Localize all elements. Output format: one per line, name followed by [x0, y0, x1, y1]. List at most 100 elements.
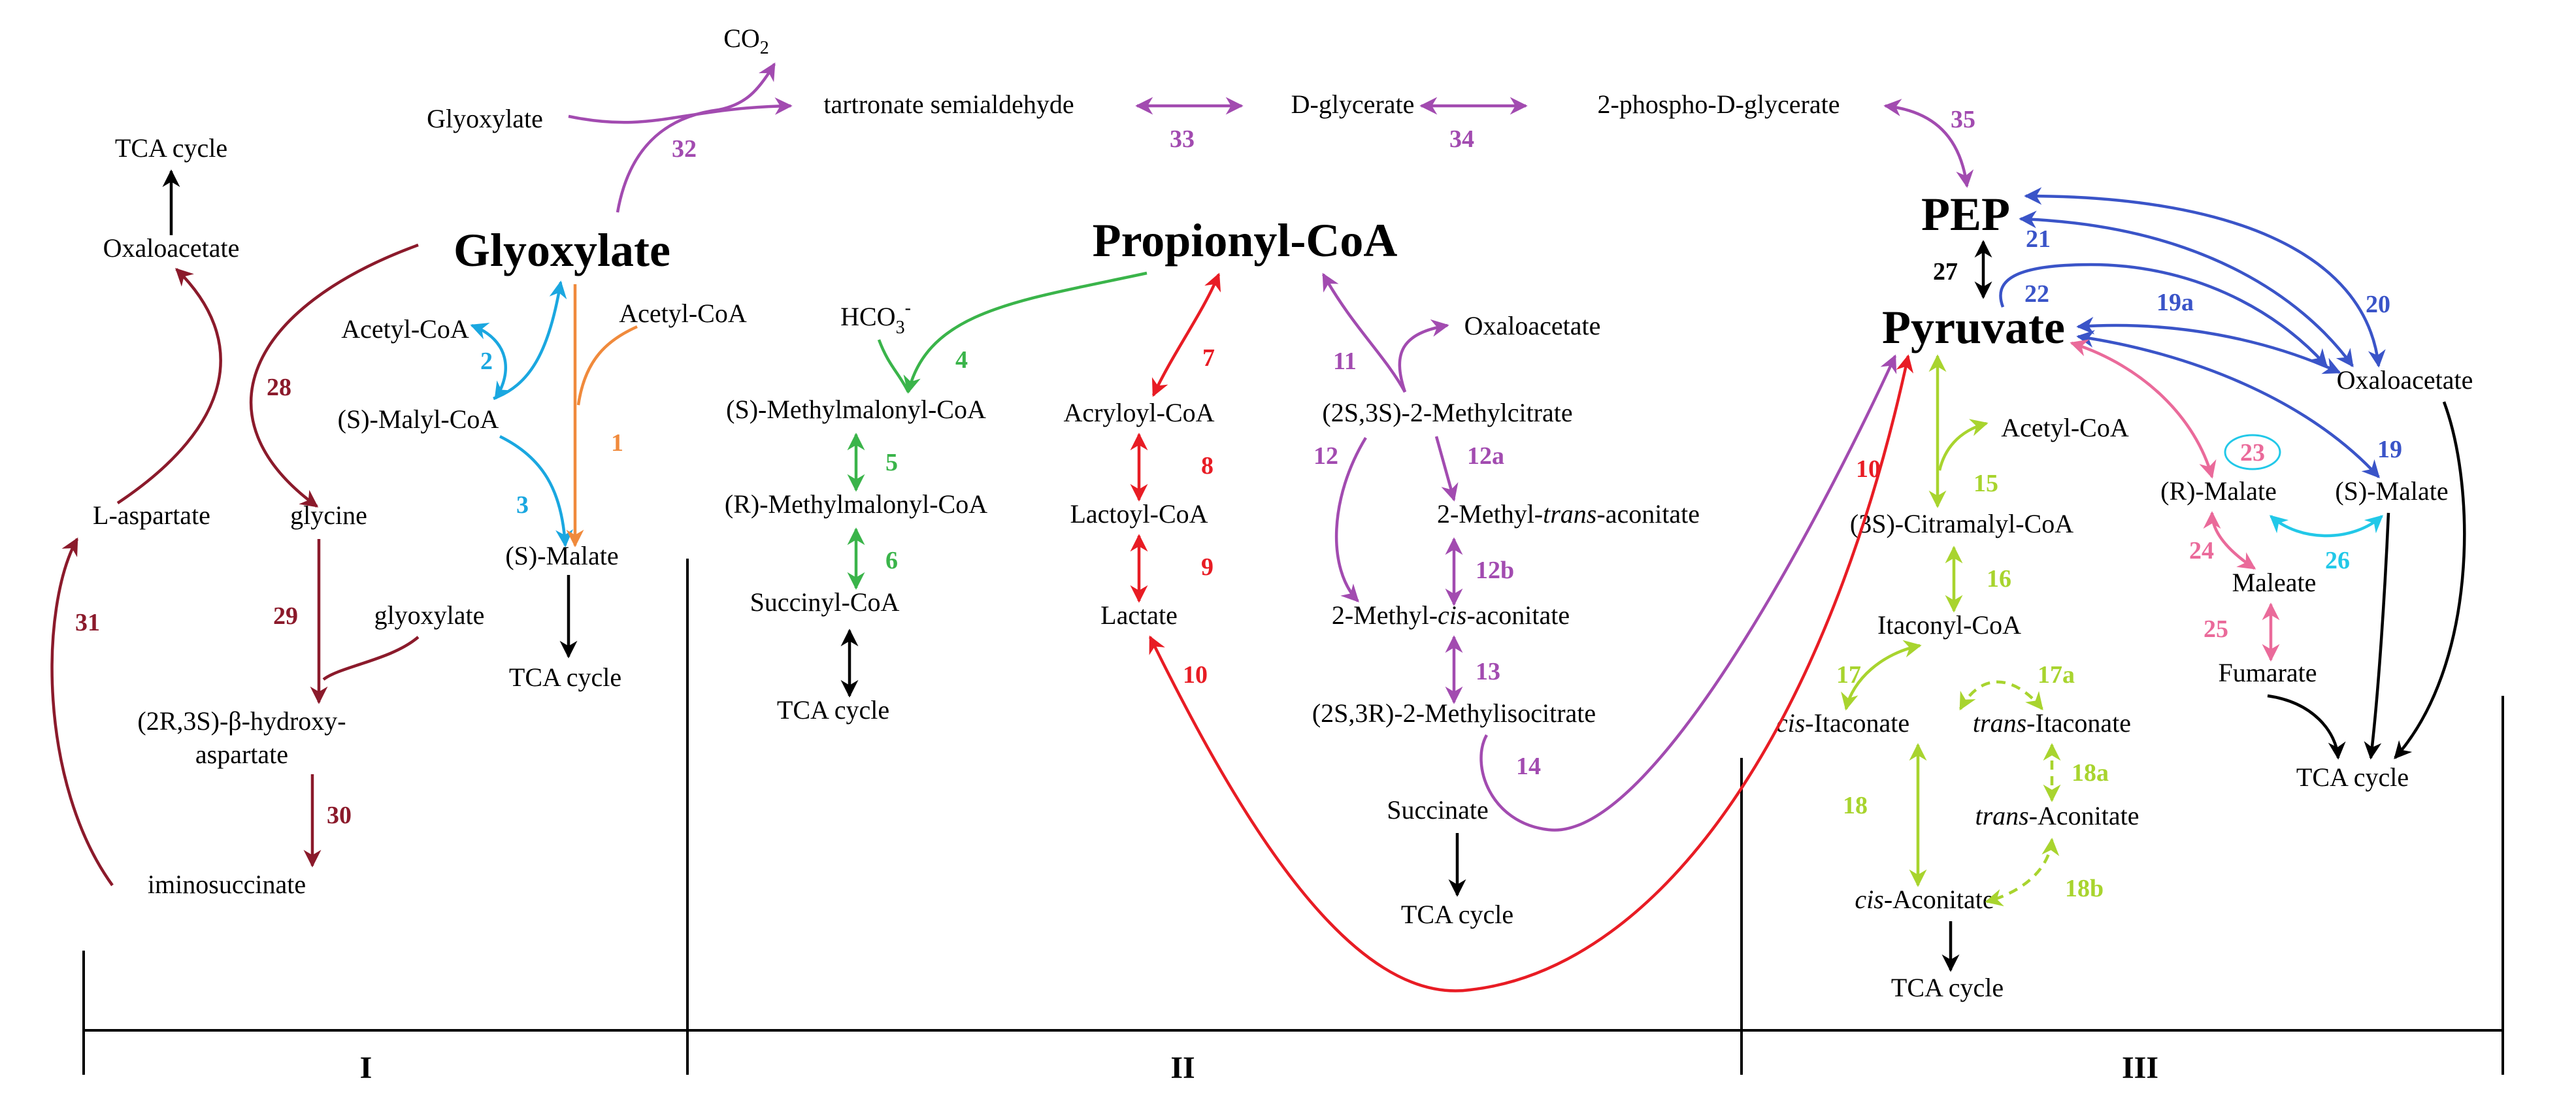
arrow-15-acetyl [1938, 419, 1989, 471]
arrow-26 [2269, 515, 2384, 538]
reaction-23-circle [2224, 434, 2281, 470]
metabolite-tca-cycle-1: TCA cycle [115, 133, 227, 163]
arrow-23 [2070, 339, 2217, 479]
arrow-31 [50, 537, 114, 887]
arrows-red [1130, 272, 1914, 992]
reaction-33: 33 [1170, 125, 1195, 153]
reaction-30: 30 [327, 802, 352, 829]
hub-glyoxylate: Glyoxylate [454, 224, 670, 276]
metabolite-cis-itaconate: cis-Itaconate [1776, 708, 1909, 738]
metabolite-glyoxylate-top: Glyoxylate [427, 104, 543, 133]
reaction-3: 3 [516, 491, 529, 519]
reaction-26: 26 [2325, 547, 2350, 574]
reaction-9: 9 [1201, 553, 1214, 581]
arrow-20 [2024, 187, 2386, 368]
section-frame [82, 559, 2504, 1075]
reaction-1: 1 [611, 429, 623, 457]
metabolite-r-malate: (R)-Malate [2160, 476, 2277, 506]
reaction-10-right: 10 [1856, 455, 1881, 483]
arrow-17a [1959, 680, 2043, 711]
metabolite-iminosuccinate: iminosuccinate [148, 870, 306, 899]
metabolite-methylcitrate: (2S,3S)-2-Methylcitrate [1322, 398, 1572, 427]
metabolite-oxaloacetate-1: Oxaloacetate [103, 233, 240, 263]
arrows-lime [1841, 354, 2061, 907]
metabolite-hydroxyaspartate-line-2: aspartate [195, 740, 288, 769]
reaction-34: 34 [1449, 125, 1474, 153]
reaction-35: 35 [1951, 106, 1975, 133]
arrow-19 [2076, 330, 2380, 478]
reaction-4: 4 [955, 346, 968, 374]
arrow-19a [2076, 316, 2341, 374]
metabolite-methyl-cis-aconitate: 2-Methyl-cis-aconitate [1332, 600, 1570, 630]
hub-pep: PEP [1921, 188, 2010, 240]
arrow-10 [1148, 354, 1914, 992]
metabolite-s-methylmalonyl-coa: (S)-Methylmalonyl-CoA [726, 395, 986, 424]
reaction-10-left: 10 [1183, 661, 1208, 689]
metabolite-r-methylmalonyl-coa: (R)-Methylmalonyl-CoA [725, 489, 987, 519]
section-label-1: I [360, 1051, 372, 1085]
reaction-18: 18 [1843, 792, 1868, 819]
arrow-28-aspartate-to-oaa [116, 268, 222, 504]
metabolite-trans-aconitate: trans-Aconitate [1975, 801, 2139, 830]
reaction-12a: 12a [1467, 442, 1504, 470]
metabolite-succinate: Succinate [1387, 795, 1489, 825]
hub-pyruvate: Pyruvate [1882, 301, 2065, 353]
arrow-4 [903, 271, 1148, 394]
arrow-29-glyoxylate-side [322, 636, 420, 681]
metabolite-glyoxylate-small: glyoxylate [374, 600, 485, 630]
metabolite-acetyl-coa-2: Acetyl-CoA [619, 299, 747, 328]
metabolite-trans-itaconate: trans-Itaconate [1973, 708, 2131, 738]
metabolite-co2: CO2 [723, 24, 769, 58]
metabolite-methyl-trans-aconitate: 2-Methyl-trans-aconitate [1437, 499, 1700, 529]
arrow-3 [499, 434, 574, 548]
reaction-18a: 18a [2072, 759, 2109, 787]
arrow-28-glyoxylate-to-glycine [249, 243, 419, 508]
reaction-19: 19 [2377, 436, 2402, 463]
metabolite-tartronate-semialdehyde: tartronate semialdehyde [823, 90, 1074, 119]
arrow-17 [1841, 640, 1922, 711]
metabolite-methylisocitrate: (2S,3R)-2-Methylisocitrate [1312, 698, 1596, 728]
metabolite-tca-cycle-3: TCA cycle [777, 695, 889, 725]
arrow-11-oaa [1398, 319, 1449, 393]
reaction-2: 2 [480, 348, 493, 375]
reaction-21: 21 [2026, 225, 2051, 253]
arrow-24 [2203, 511, 2256, 570]
metabolite-itaconyl-coa: Itaconyl-CoA [1877, 610, 2021, 640]
metabolite-glycine: glycine [290, 500, 367, 530]
metabolite-cis-aconitate: cis-Aconitate [1855, 885, 1994, 914]
arrows-cyan-orange [470, 280, 638, 548]
arrow-32-from-glyoxylate [568, 97, 793, 124]
metabolite-acetyl-coa-1: Acetyl-CoA [341, 314, 469, 344]
metabolite-oxaloacetate-2: Oxaloacetate [1464, 311, 1601, 340]
arrow-7 [1151, 272, 1221, 397]
reaction-20: 20 [2366, 291, 2390, 318]
reaction-5: 5 [885, 449, 898, 476]
metabolite-l-aspartate: L-aspartate [93, 500, 210, 530]
reaction-8: 8 [1201, 452, 1214, 480]
arrow-4-hco3 [877, 339, 910, 393]
metabolite-d-glycerate: D-glycerate [1291, 90, 1415, 119]
arrow-oaa3-to-tca [2394, 401, 2466, 760]
arrow-35 [1883, 99, 1974, 188]
reaction-16: 16 [1987, 565, 2011, 593]
reaction-23: 23 [2240, 439, 2265, 466]
reaction-17a: 17a [2038, 661, 2075, 689]
arrows-maroon [50, 243, 420, 887]
metabolite-oxaloacetate-3: Oxaloacetate [2337, 365, 2473, 395]
reaction-27: 27 [1933, 258, 1958, 286]
metabolite-lactate: Lactate [1100, 600, 1178, 630]
reaction-11: 11 [1333, 348, 1357, 375]
metabolite-s-malate-2: (S)-Malate [2335, 476, 2448, 506]
hub-propionyl-coa: Propionyl-CoA [1093, 214, 1398, 267]
metabolite-citramalyl-coa: (3S)-Citramalyl-CoA [1850, 509, 2073, 538]
metabolite-maleate: Maleate [2232, 568, 2317, 597]
reaction-18b: 18b [2065, 875, 2104, 902]
reaction-24: 24 [2189, 537, 2214, 564]
metabolite-acryloyl-coa: Acryloyl-CoA [1063, 398, 1214, 427]
reaction-7: 7 [1202, 344, 1215, 372]
arrow-18b [1985, 838, 2060, 907]
reaction-22: 22 [2024, 280, 2049, 308]
reaction-32: 32 [672, 135, 697, 163]
arrows-black [162, 169, 2466, 972]
